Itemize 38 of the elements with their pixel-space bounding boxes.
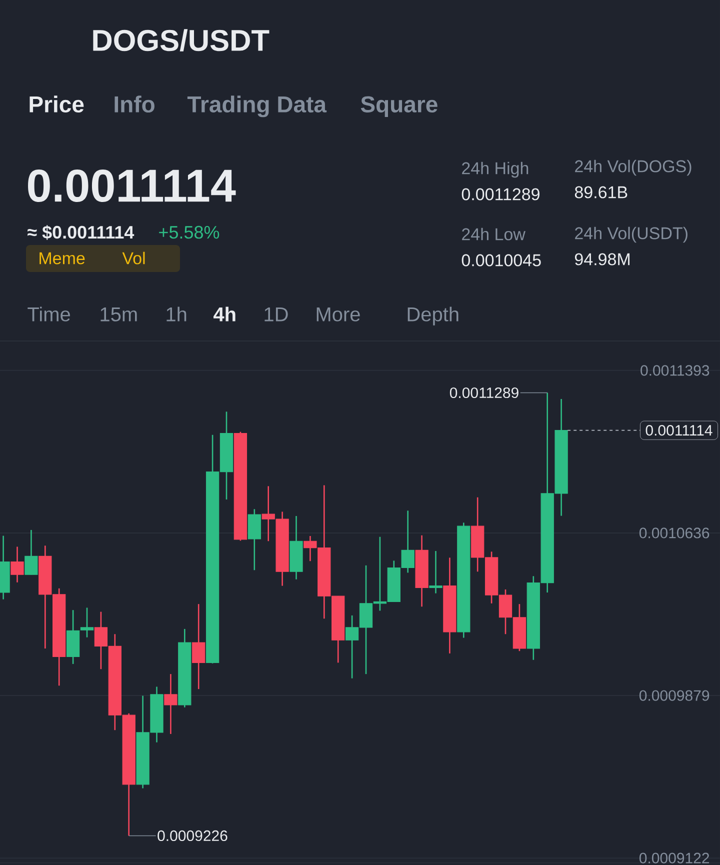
candlestick bbox=[10, 546, 24, 584]
ref-line-label: 0.0011114 bbox=[646, 425, 712, 436]
text: Price bbox=[30, 96, 84, 113]
candlestick bbox=[80, 607, 94, 638]
text: 0.0010045 bbox=[462, 254, 541, 266]
text: Info bbox=[114, 96, 154, 113]
text: 4h bbox=[213, 306, 236, 322]
text: Square bbox=[360, 96, 438, 118]
text: Trading Data bbox=[187, 96, 327, 118]
y-tick-label: 0.0010636 bbox=[639, 528, 710, 538]
annotation: 0.0009226 bbox=[158, 830, 228, 842]
text: 89.61B bbox=[574, 186, 628, 198]
candlestick bbox=[192, 603, 206, 690]
annotation: 0.0011289 bbox=[450, 387, 518, 398]
y-tick-label: 0.0009879 bbox=[639, 690, 710, 701]
text: +5.58% bbox=[159, 226, 220, 239]
text: More bbox=[316, 307, 360, 322]
y-tick-label: 0.0011393 bbox=[640, 365, 710, 376]
chart-subtitle: 0.0011114 bbox=[28, 169, 236, 202]
text: 94.98M bbox=[574, 253, 630, 266]
text: Meme bbox=[40, 252, 85, 264]
text: 0.0011289 bbox=[462, 188, 540, 200]
text: 24h Low bbox=[462, 228, 526, 240]
text: 24h Vol(DOGS) bbox=[575, 160, 692, 176]
y-tick-label: 0.0009122 bbox=[639, 852, 710, 864]
text: 1h bbox=[166, 306, 186, 322]
text: 24h Vol(USDT) bbox=[575, 226, 688, 243]
text: 15m bbox=[100, 307, 137, 322]
text: ≈ $0.0011114 bbox=[28, 225, 134, 240]
text: Vol bbox=[122, 252, 145, 264]
candlestick bbox=[164, 673, 178, 735]
candlestick bbox=[429, 550, 442, 594]
text: Depth bbox=[408, 306, 458, 326]
text: 24h High bbox=[462, 162, 528, 178]
chart-title: DOGS/USDT bbox=[93, 29, 270, 52]
text: 1D bbox=[264, 307, 288, 322]
candlestick bbox=[24, 529, 38, 576]
text: Time bbox=[28, 306, 70, 322]
